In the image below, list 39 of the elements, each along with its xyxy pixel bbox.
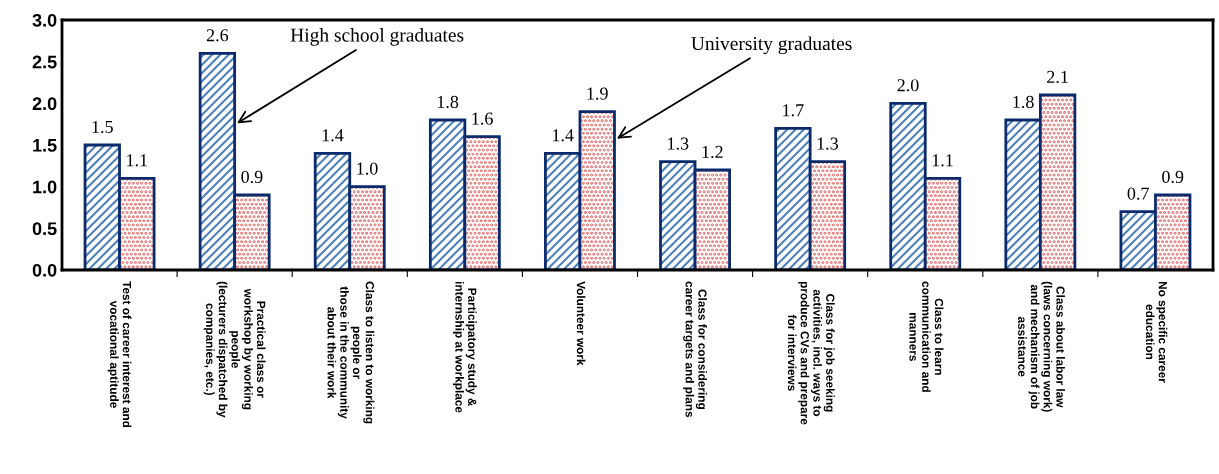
data-label: 2.6 [206, 29, 229, 42]
data-label: 1.4 [322, 129, 344, 142]
y-tick-label: 1.0 [33, 180, 57, 194]
data-label: 1.1 [932, 154, 953, 167]
data-label: 2.1 [1047, 70, 1068, 84]
x-tick-label: Volunteer work [576, 281, 586, 366]
y-tick-label: 2.0 [32, 97, 57, 111]
text: University graduates [691, 36, 852, 55]
x-tick-label: Class to listen to working people or those in the community about their work [327, 281, 375, 424]
text: High school graduates [290, 28, 464, 46]
data-label: 1.1 [127, 154, 148, 167]
data-label: 1.3 [668, 137, 689, 150]
x-tick-label: Class for considering career targets and plans [683, 281, 707, 418]
data-label: 1.4 [552, 129, 574, 142]
data-label: 0.9 [241, 170, 263, 184]
data-label: 1.7 [783, 104, 804, 117]
data-label: 1.5 [92, 120, 113, 134]
x-tick-label: Test of career interest and vocational aptitude [107, 281, 132, 428]
data-label: 1.8 [1013, 95, 1034, 109]
x-tick-label: Class about labor law (laws concerning work) and mechanism of job assistance [1018, 281, 1065, 412]
data-label: 0.7 [1127, 187, 1149, 200]
x-tick-label: Practical class or workshop by working people (lecturers dispatched by companies, etc.) [203, 281, 266, 418]
data-label: 1.8 [437, 95, 459, 109]
y-tick-label: 0.5 [32, 222, 57, 236]
y-tick-label: 0.0 [32, 263, 57, 277]
x-tick-label: Class for job seeking activities, incl. ways to produce CVs and prepare for interviews [787, 281, 835, 425]
x-tick-label: Participatory study & internship at workplace [452, 281, 477, 413]
data-label: 1.0 [357, 162, 378, 175]
x-tick-label: No specific career education [1145, 281, 1168, 383]
x-tick-label: Class to learn communication and manners [909, 281, 944, 392]
y-tick-label: 2.5 [32, 55, 57, 69]
y-tick-label: 3.0 [32, 13, 57, 27]
data-label: 1.6 [472, 112, 493, 125]
y-tick-label: 1.5 [33, 139, 57, 152]
data-label: 2.0 [897, 79, 919, 92]
data-label: 1.2 [702, 145, 723, 159]
data-label: 0.9 [1162, 170, 1184, 184]
data-label: 1.3 [817, 137, 838, 150]
data-label: 1.9 [587, 87, 608, 100]
